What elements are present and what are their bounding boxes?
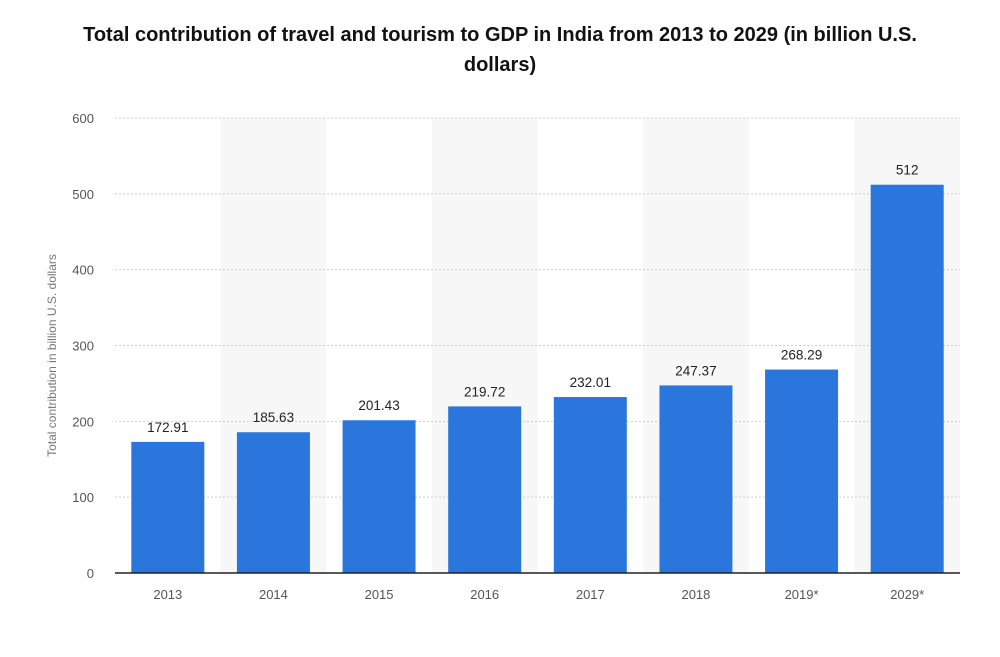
data-label: 512: [896, 163, 919, 178]
y-tick-label: 0: [87, 566, 94, 581]
y-axis-title: Total contribution in billion U.S. dolla…: [45, 254, 59, 457]
x-tick-label: 2015: [365, 587, 394, 602]
y-tick-labels: 0 100 200 300 400 500 600: [72, 111, 94, 581]
bar: [131, 441, 205, 573]
data-label: 268.29: [781, 348, 822, 363]
data-label: 172.91: [147, 420, 188, 435]
bar: [236, 432, 310, 573]
data-label: 219.72: [464, 384, 505, 399]
x-tick-label: 2013: [153, 587, 182, 602]
x-tick-label: 2014: [259, 587, 288, 602]
data-label: 201.43: [358, 398, 399, 413]
y-tick-label: 600: [72, 111, 94, 126]
x-tick-label: 2018: [681, 587, 710, 602]
x-tick-label: 2017: [576, 587, 605, 602]
bars: [131, 184, 944, 573]
x-tick-label: 2029*: [890, 587, 924, 602]
bar: [342, 420, 416, 573]
data-label: 232.01: [570, 375, 611, 390]
bar: [870, 184, 944, 573]
bar: [659, 385, 733, 573]
bar: [765, 369, 839, 573]
chart-title: Total contribution of travel and tourism…: [83, 24, 917, 76]
x-tick-labels: 2013 2014 2015 2016 2017 2018 2019* 2029*: [153, 587, 924, 602]
data-label: 247.37: [675, 363, 716, 378]
y-tick-label: 500: [72, 187, 94, 202]
y-tick-label: 400: [72, 263, 94, 278]
x-tick-label: 2019*: [785, 587, 819, 602]
bar: [448, 406, 522, 573]
x-tick-label: 2016: [470, 587, 499, 602]
y-tick-label: 300: [72, 339, 94, 354]
bar: [553, 397, 627, 573]
y-tick-label: 200: [72, 414, 94, 429]
data-label: 185.63: [253, 410, 294, 425]
value-labels: 172.91 185.63 201.43 219.72 232.01 247.37 268.…: [147, 163, 918, 435]
y-tick-label: 100: [72, 490, 94, 505]
